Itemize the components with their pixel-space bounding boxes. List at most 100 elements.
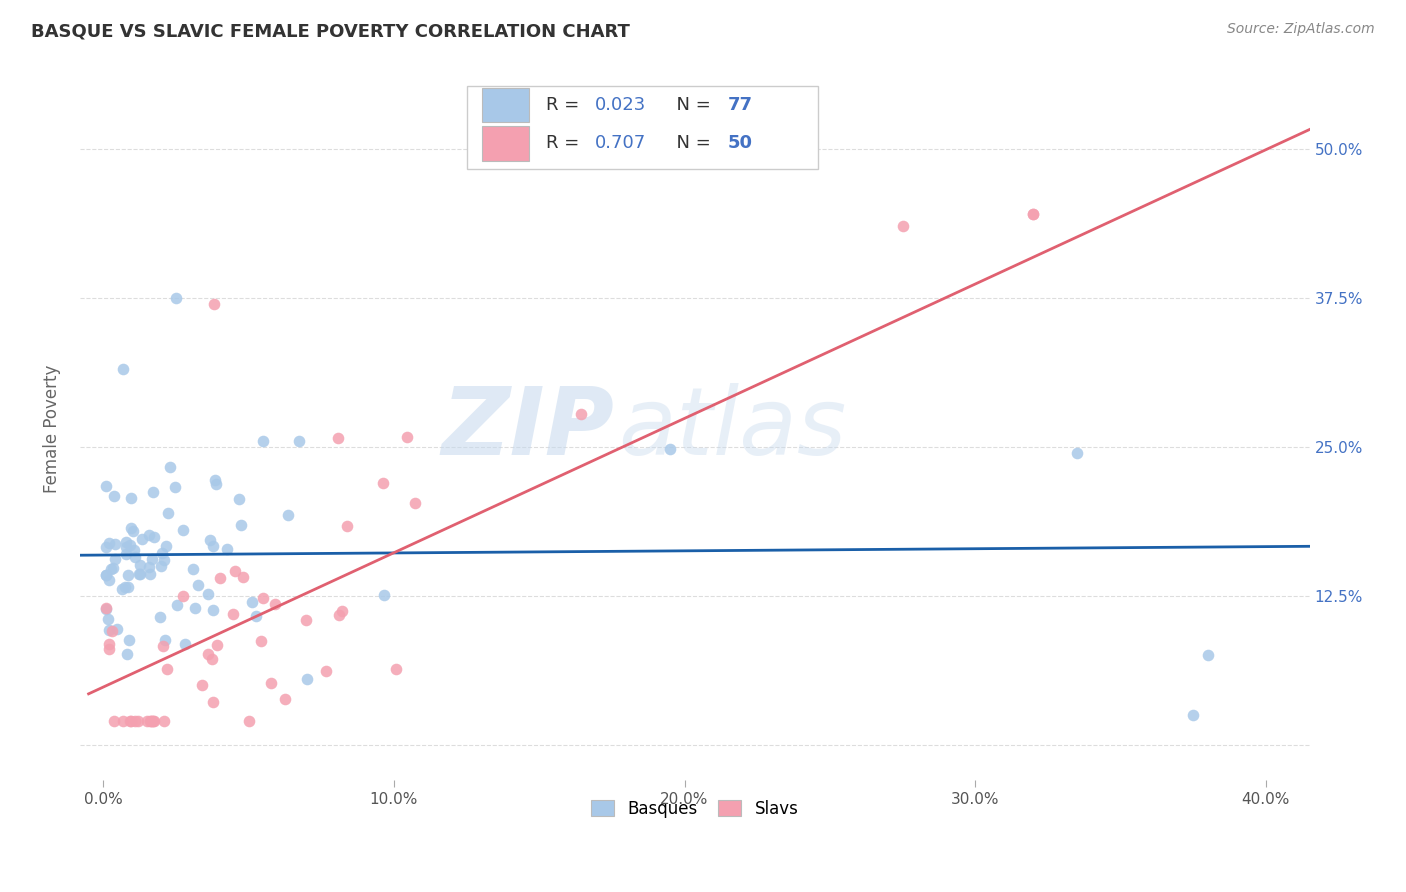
Point (100, 562, 122, 576)
FancyBboxPatch shape (482, 87, 529, 122)
Text: Source: ZipAtlas.com: Source: ZipAtlas.com (1227, 22, 1375, 37)
Point (229, 518, 252, 533)
FancyBboxPatch shape (482, 126, 529, 161)
Point (208, 571, 231, 585)
Point (249, 633, 271, 648)
Point (165, 291, 187, 305)
Point (128, 567, 150, 582)
Point (245, 609, 267, 624)
Point (103, 489, 125, 503)
Point (94, 540, 117, 554)
Point (139, 566, 162, 581)
Point (315, 664, 337, 678)
Point (295, 672, 318, 686)
Point (138, 560, 160, 574)
Point (197, 647, 219, 661)
Point (128, 567, 150, 582)
Point (224, 564, 246, 578)
Point (152, 639, 174, 653)
Point (571, 407, 593, 421)
Point (1022, 207, 1045, 221)
Text: 77: 77 (728, 96, 752, 114)
Point (117, 568, 139, 582)
Point (152, 553, 174, 567)
Point (252, 591, 274, 605)
Point (142, 714, 165, 728)
Point (204, 473, 226, 487)
Point (277, 508, 299, 522)
Point (183, 600, 205, 615)
Text: BASQUE VS SLAVIC FEMALE POVERTY CORRELATION CHART: BASQUE VS SLAVIC FEMALE POVERTY CORRELAT… (31, 22, 630, 40)
Point (232, 570, 254, 584)
Point (115, 535, 138, 549)
Point (200, 652, 222, 666)
Point (174, 637, 197, 651)
Point (124, 714, 146, 728)
FancyBboxPatch shape (467, 86, 818, 169)
Text: 0.023: 0.023 (595, 96, 647, 114)
Point (103, 714, 125, 728)
Point (114, 548, 136, 562)
Point (124, 550, 146, 565)
Point (120, 714, 142, 728)
Point (1197, 648, 1219, 663)
Point (202, 297, 225, 311)
Text: R =: R = (546, 96, 585, 114)
Point (659, 442, 682, 457)
Point (156, 506, 179, 520)
Point (181, 562, 204, 576)
Point (120, 491, 142, 505)
Text: atlas: atlas (619, 384, 846, 475)
Point (404, 496, 426, 510)
Point (252, 434, 274, 449)
Point (129, 558, 152, 572)
Point (138, 527, 160, 541)
Point (336, 518, 359, 533)
Point (1022, 207, 1045, 221)
Point (205, 477, 228, 491)
Point (197, 587, 219, 601)
Point (120, 521, 142, 535)
Point (163, 480, 186, 494)
Point (112, 362, 135, 376)
Point (1182, 707, 1205, 722)
Text: 50: 50 (728, 134, 752, 153)
Point (373, 588, 395, 602)
Point (98, 637, 121, 651)
Point (1066, 446, 1088, 460)
Point (141, 714, 163, 728)
Point (101, 561, 124, 575)
Text: N =: N = (665, 96, 717, 114)
Point (166, 598, 188, 612)
Point (330, 604, 353, 618)
Text: ZIP: ZIP (441, 383, 614, 475)
Point (118, 632, 141, 647)
Point (98, 624, 121, 638)
Point (150, 546, 173, 560)
Point (111, 582, 134, 597)
Point (240, 595, 263, 609)
Point (117, 580, 139, 594)
Point (328, 607, 350, 622)
Point (153, 633, 176, 648)
Point (104, 537, 127, 551)
Point (288, 434, 311, 449)
Point (260, 676, 283, 690)
Point (122, 524, 145, 538)
Point (98, 573, 121, 587)
Point (115, 540, 138, 554)
Point (96, 601, 118, 615)
Text: N =: N = (665, 134, 717, 153)
Point (97, 642, 120, 657)
Point (202, 540, 225, 554)
Point (891, 219, 914, 234)
Point (114, 581, 136, 595)
Point (207, 638, 229, 652)
Point (98, 536, 121, 550)
Point (200, 533, 222, 548)
Point (238, 714, 260, 728)
Point (159, 460, 181, 475)
Point (131, 532, 153, 546)
Point (94, 600, 117, 615)
Point (172, 589, 194, 603)
